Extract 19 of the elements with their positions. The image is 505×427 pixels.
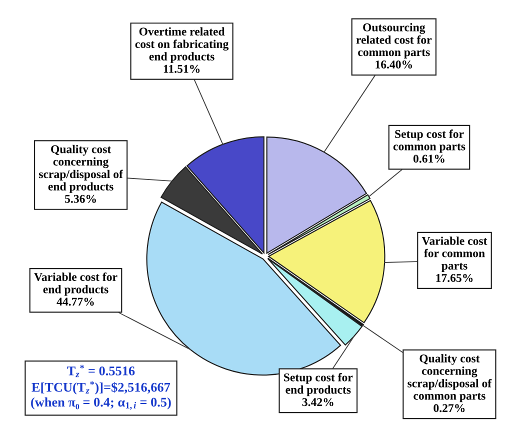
data-label: 11.51% [164, 64, 200, 73]
data-label: 5.36% [65, 194, 96, 203]
slice-label: Quality cost concerning scrap/disposal of common parts [408, 354, 492, 402]
data-label: 17.65% [436, 274, 473, 282]
text: (when π₀ = 0.4; α$_{1,i}$ = 0.5) [31, 397, 171, 410]
data-label: 16.40% [376, 60, 412, 69]
slice-label: Outsourcing related cost for common parts [356, 23, 432, 59]
text: T$_{z}$$^{*}$ = 0.5516 [67, 364, 135, 378]
text: E[TCU(T$_{z}$$^{*}$)]=$2,516,667 [32, 381, 170, 394]
slice-label: Overtime related cost on fabricating end products [135, 27, 229, 63]
data-label: 3.42% [302, 398, 334, 406]
slice-label: Variable cost for end products [34, 272, 118, 296]
slice-label: Quality cost concerning scrap/disposal of end products [39, 144, 124, 193]
data-label: 0.27% [434, 404, 465, 412]
data-label: 0.61% [413, 154, 444, 163]
slice-label: Setup cost for end products [284, 372, 353, 396]
slice-label: Setup cost for common parts [393, 130, 466, 153]
slice-label: Variable cost for common parts [422, 236, 488, 272]
data-label: 44.77% [56, 298, 94, 306]
